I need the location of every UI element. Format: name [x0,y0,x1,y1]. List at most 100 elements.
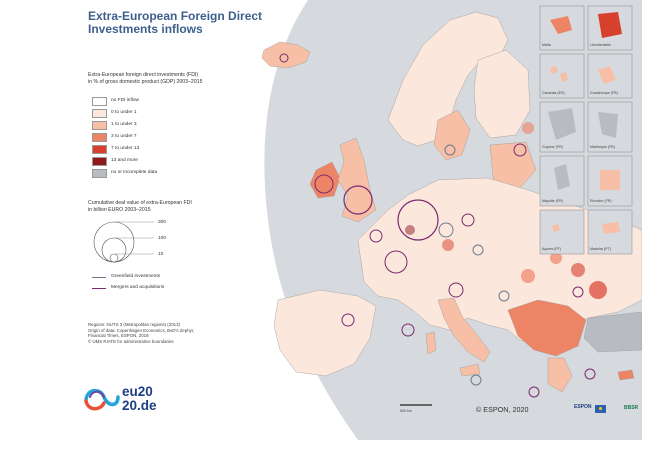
greenfield-legend: Greenfield investments [92,274,252,282]
inset-frame [539,209,585,255]
deal-size-label: 300 [158,220,167,225]
sicily [459,363,481,377]
bbsr-logo: BBSR [624,405,639,411]
fdi-legend-heading-line2: in % of gross domestic product (GDP) 200… [88,78,203,85]
legend-class-row: no or incomplete data [92,169,252,178]
legend-class-label: 7 to under 13 [111,146,140,151]
deal-legend-heading-line1: Cumulative deal value of extra-European … [88,200,192,206]
source-line: © UMS RIATE for administrative boundarie… [88,338,174,344]
deal-circle [314,174,334,194]
inset-island [548,108,576,140]
deal-size-label: 10 [158,252,164,257]
legend-class-row: 1 to under 3 [92,121,252,130]
greenfield-line-swatch [92,277,106,278]
sources-note: Regions: NUTS 3 (Metropolitan regions) (… [88,322,278,344]
legend-swatch [92,169,107,178]
source-line: Origin of data: Copenhagen Economics, Bv… [88,327,195,333]
ireland [309,161,341,199]
eu2020-logo-line2: 20.de [122,398,157,413]
deal-circle [461,213,475,227]
sweden-south [433,109,471,161]
legend-class-label: 1 to under 3 [111,122,137,127]
fdi-legend-heading: Extra-European foreign direct investment… [88,72,268,85]
balkans [507,299,587,357]
deal-legend-heading-line2: in billion EURO 2003–2015 [88,206,151,213]
copyright: © ESPON, 2020 [476,405,529,414]
italy [437,297,491,363]
inset-grid [539,5,633,255]
title-line1: Extra-European Foreign Direct [88,9,263,23]
legend-class-row: no FDI inflow [92,97,252,106]
deal-size-legend [93,221,154,263]
deal-circle [369,229,383,243]
source-line: Financial Times, ESPON, 2018 [88,333,149,339]
sardinia [425,331,437,355]
source-line: Regions: NUTS 3 (Metropolitan regions) (… [88,322,180,327]
inset-island [550,66,568,82]
iceland [261,41,311,69]
cyprus [617,369,635,381]
espon-logo: ESPON [574,404,592,410]
flag-star-icon [599,407,602,410]
inset-island [598,12,622,38]
legend-class-label: 3 to under 7 [111,134,137,139]
hotspot-region [550,252,562,264]
legend-swatch [92,109,107,118]
deal-circle [470,374,482,386]
mna-label: Mergers and acquisitions [111,285,165,290]
inset-island [554,164,570,190]
deal-circle [528,386,540,398]
hotspot-region [522,122,534,134]
legend-class-row: 0 to under 1 [92,109,252,118]
deal-size-label: 100 [158,236,167,241]
legend-swatch [92,145,107,154]
deal-circle [572,286,584,298]
deal-circle [279,53,289,63]
hotspot-region [589,281,607,299]
inset-island [600,170,620,190]
inset-island [598,112,618,138]
mna-legend: Mergers and acquisitions [92,285,252,293]
deal-circle [498,290,510,302]
inset-label: Guadeloupe (FR) [590,91,618,95]
deal-circle [472,244,484,256]
inset-island [602,222,620,234]
deal-size-circle-300 [93,221,135,263]
deal-size-circle-10 [109,253,119,263]
deal-circle [343,185,373,215]
eu2020-logo-icon [84,388,120,411]
inset-island [598,66,616,84]
legend-swatch [92,121,107,130]
inset-label: Malta [542,43,551,47]
legend-class-row: 3 to under 7 [92,133,252,142]
deal-circle [384,250,408,274]
deal-circle [444,144,456,156]
inset-label: Martinique (FR) [590,145,615,149]
deal-circle [401,323,415,337]
greece [547,357,573,393]
scale-label: 500 km [400,409,412,413]
hotspot-region [521,269,535,283]
inset-label: Açores (PT) [542,247,562,251]
inset-label: Guyane (FR) [542,145,563,149]
deal-size-circle-100 [101,237,127,263]
finland [473,49,531,139]
legend-swatch [92,133,107,142]
title-line2: Investments inflows [88,22,203,36]
legend-class-row: 13 and more [92,157,252,166]
deal-circle [438,222,454,238]
inset-island [550,16,572,34]
map-title: Extra-European Foreign Direct Investment… [88,10,318,36]
mna-line-swatch [92,288,106,289]
inset-label: Mayotte (FR) [542,199,563,203]
iberia [273,289,377,377]
inset-label: Liechtenstein [590,43,612,47]
deal-circle [397,199,439,241]
legend-class-label: no or incomplete data [111,170,158,175]
map-card: Extra-European Foreign Direct Investment… [58,0,642,440]
map-canvas [58,0,642,440]
deal-circle [448,282,464,298]
eu-flag-icon [595,405,606,413]
great-britain [337,137,377,223]
